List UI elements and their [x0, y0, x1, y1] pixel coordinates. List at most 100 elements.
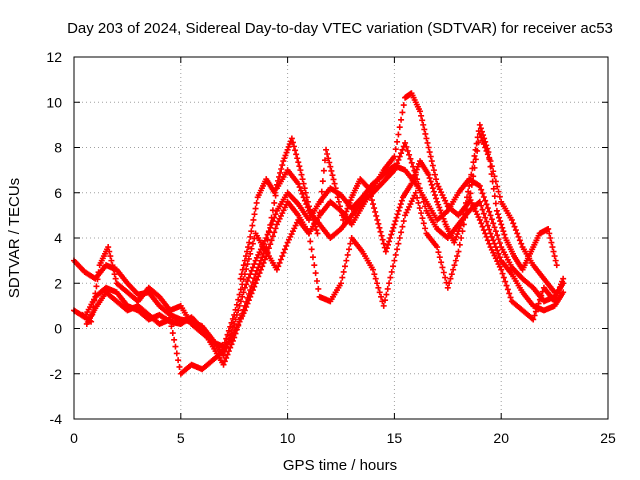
- data-point: [172, 343, 179, 350]
- data-point: [240, 262, 247, 269]
- data-point: [297, 167, 304, 174]
- data-point: [430, 188, 437, 195]
- x-tick-label: 5: [177, 430, 185, 446]
- data-point: [236, 291, 243, 298]
- data-point: [252, 205, 259, 212]
- data-point: [241, 257, 248, 264]
- data-point: [433, 176, 440, 183]
- data-point: [392, 163, 399, 170]
- data-point: [345, 202, 352, 209]
- data-point: [297, 187, 304, 194]
- data-point: [500, 274, 507, 281]
- data-point: [456, 241, 463, 248]
- data-point: [465, 188, 472, 195]
- data-point: [231, 311, 238, 318]
- data-point: [220, 361, 227, 368]
- data-point: [478, 128, 485, 135]
- axis-ticks: 0 5 10 15 20 25 -4 -2 0 2 4 6 8 10 12: [46, 49, 616, 446]
- data-point: [338, 207, 344, 214]
- data-point: [510, 220, 517, 227]
- data-point: [324, 151, 331, 158]
- data-point: [375, 220, 382, 227]
- data-point: [413, 166, 420, 173]
- data-point: [390, 263, 397, 270]
- data-point: [421, 126, 428, 133]
- data-point: [477, 125, 484, 132]
- data-point: [227, 323, 234, 330]
- x-tick-label: 25: [600, 430, 616, 446]
- data-point: [259, 263, 266, 270]
- data-point: [395, 207, 402, 214]
- data-point: [94, 276, 101, 283]
- data-point: [311, 262, 318, 269]
- data-point: [277, 169, 284, 176]
- data-point: [107, 253, 114, 260]
- data-point: [416, 185, 423, 192]
- data-point: [272, 211, 279, 218]
- data-point: [90, 304, 97, 311]
- data-point: [495, 250, 502, 257]
- data-point: [95, 269, 102, 276]
- data-point: [424, 139, 431, 146]
- data-point: [559, 278, 566, 285]
- data-point: [468, 171, 475, 178]
- data-point: [293, 151, 300, 158]
- data-point: [93, 283, 100, 290]
- data-point: [479, 206, 486, 213]
- data-point: [414, 176, 421, 183]
- data-point: [431, 171, 438, 178]
- data-point: [343, 208, 350, 215]
- data-point: [478, 220, 485, 227]
- data-point: [312, 270, 319, 277]
- data-point: [374, 216, 381, 223]
- data-point: [455, 228, 462, 235]
- data-point: [244, 300, 251, 307]
- data-point: [365, 185, 372, 192]
- data-point: [280, 249, 287, 256]
- data-point: [446, 280, 453, 287]
- data-point: [272, 225, 279, 232]
- data-point: [256, 270, 263, 277]
- data-point: [547, 235, 554, 241]
- data-point: [558, 281, 565, 288]
- series-track-a: [71, 162, 567, 359]
- data-point: [501, 231, 508, 238]
- data-point: [388, 231, 395, 238]
- data-point: [416, 205, 423, 212]
- data-point: [425, 171, 432, 178]
- data-point: [388, 268, 395, 275]
- data-point: [296, 163, 303, 170]
- data-point: [370, 201, 377, 208]
- data-point: [455, 248, 462, 255]
- data-point: [469, 165, 476, 172]
- data-point: [295, 180, 302, 187]
- data-point: [399, 223, 406, 230]
- data-point: [317, 199, 324, 206]
- data-point: [289, 139, 296, 146]
- data-point: [490, 185, 497, 192]
- data-point: [476, 216, 483, 223]
- data-point: [302, 189, 309, 196]
- data-point: [394, 160, 401, 167]
- data-point: [223, 335, 230, 342]
- data-point: [252, 280, 259, 287]
- data-point: [325, 155, 332, 162]
- data-point: [265, 229, 272, 236]
- y-tick-label: 0: [54, 321, 62, 337]
- data-point: [482, 197, 489, 204]
- data-point: [450, 266, 457, 273]
- data-point: [444, 284, 451, 291]
- data-point: [248, 245, 255, 252]
- data-point: [512, 227, 519, 234]
- data-point: [429, 162, 436, 169]
- data-point: [435, 201, 442, 208]
- data-point: [436, 204, 443, 211]
- data-point: [434, 198, 441, 205]
- data-point: [403, 143, 410, 150]
- data-point: [271, 189, 278, 196]
- data-point: [251, 211, 258, 218]
- data-point: [247, 233, 254, 240]
- data-point: [484, 145, 491, 152]
- data-point: [378, 293, 385, 300]
